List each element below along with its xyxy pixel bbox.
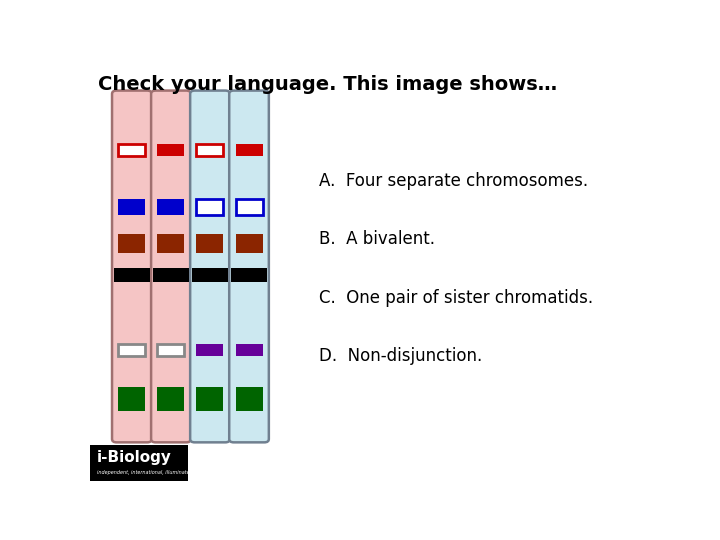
Bar: [197, 144, 223, 156]
Bar: [235, 387, 263, 411]
Bar: [192, 268, 228, 282]
Bar: [158, 344, 184, 356]
Bar: [231, 268, 267, 282]
FancyBboxPatch shape: [112, 91, 152, 442]
Bar: [118, 144, 145, 156]
Bar: [235, 344, 263, 356]
Text: C.  One pair of sister chromatids.: C. One pair of sister chromatids.: [319, 289, 593, 307]
Bar: [118, 234, 145, 253]
Bar: [197, 387, 223, 411]
Bar: [118, 387, 145, 411]
Bar: [118, 344, 145, 356]
Bar: [235, 234, 263, 253]
Text: i-Biology: i-Biology: [96, 450, 171, 465]
Bar: [158, 199, 184, 215]
Bar: [158, 234, 184, 253]
Bar: [197, 234, 223, 253]
Text: B.  A bivalent.: B. A bivalent.: [319, 231, 435, 248]
Bar: [158, 387, 184, 411]
FancyBboxPatch shape: [229, 91, 269, 442]
Bar: [90, 446, 188, 481]
Text: independent, international, illuminated, inspired: independent, international, illuminated,…: [96, 470, 215, 475]
Text: Check your language. This image shows…: Check your language. This image shows…: [99, 75, 557, 94]
Bar: [158, 144, 184, 156]
Bar: [197, 344, 223, 356]
FancyBboxPatch shape: [151, 91, 191, 442]
Bar: [118, 199, 145, 215]
FancyBboxPatch shape: [190, 91, 230, 442]
Bar: [197, 199, 223, 215]
Bar: [153, 268, 189, 282]
Bar: [235, 199, 263, 215]
Text: D.  Non-disjunction.: D. Non-disjunction.: [319, 347, 482, 365]
Text: A.  Four separate chromosomes.: A. Four separate chromosomes.: [319, 172, 588, 190]
Bar: [114, 268, 150, 282]
Bar: [235, 144, 263, 156]
